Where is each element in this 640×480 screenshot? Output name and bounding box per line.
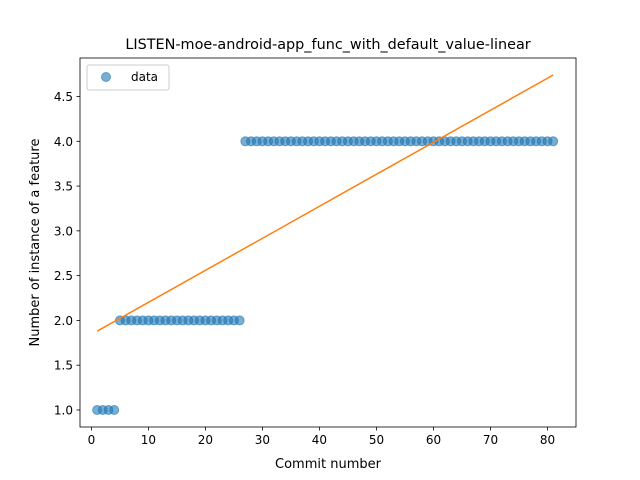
y-tick-label: 3.5 xyxy=(54,180,73,194)
x-axis-label: Commit number xyxy=(275,457,382,472)
fit-line xyxy=(96,74,554,332)
x-tick-label: 70 xyxy=(483,433,498,447)
legend-label-data: data xyxy=(131,70,158,84)
x-tick-label: 50 xyxy=(369,433,384,447)
data-point xyxy=(109,404,120,415)
y-tick-label: 4.0 xyxy=(54,135,73,149)
y-tick-label: 4.5 xyxy=(54,90,73,104)
legend: data xyxy=(86,64,170,91)
plot-frame xyxy=(79,57,577,428)
x-tick-label: 0 xyxy=(88,433,96,447)
x-tick-label: 80 xyxy=(540,433,555,447)
y-tick-label: 2.5 xyxy=(54,269,73,283)
legend-marker-data xyxy=(101,72,111,82)
x-tick-label: 20 xyxy=(198,433,213,447)
x-tick-label: 30 xyxy=(255,433,270,447)
y-tick-label: 3.0 xyxy=(54,224,73,238)
y-tick-label: 1.0 xyxy=(54,403,73,417)
y-tick-label: 2.0 xyxy=(54,314,73,328)
x-tick-label: 10 xyxy=(141,433,156,447)
x-tick-label: 60 xyxy=(426,433,441,447)
y-tick-label: 1.5 xyxy=(54,359,73,373)
data-point xyxy=(548,136,559,147)
y-axis-label: Number of instance of a feature xyxy=(28,139,43,347)
x-tick-label: 40 xyxy=(312,433,327,447)
legend-box xyxy=(86,64,170,91)
chart-title: LISTEN-moe-android-app_func_with_default… xyxy=(125,37,530,53)
data-point xyxy=(234,315,245,326)
